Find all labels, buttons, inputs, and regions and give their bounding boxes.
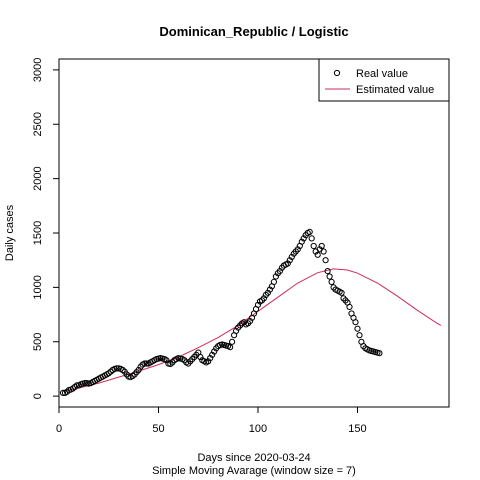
y-tick-label: 3000 [32, 58, 44, 82]
y-tick-label: 500 [32, 333, 44, 351]
data-point [310, 242, 317, 250]
data-point [270, 278, 277, 285]
data-point [338, 289, 345, 296]
legend-box [318, 58, 450, 102]
data-point [246, 318, 254, 325]
data-point [211, 348, 218, 355]
data-point [227, 344, 234, 351]
data-point [322, 257, 329, 264]
x-tick-label: 100 [249, 423, 267, 435]
x-tick-label: 0 [56, 423, 62, 435]
data-point [324, 268, 331, 275]
data-point [73, 382, 81, 389]
legend-label-real-value: Real value [356, 68, 408, 80]
data-point [113, 365, 120, 372]
x-axis-label: Days since 2020-03-24 [197, 452, 310, 464]
data-point [197, 353, 204, 361]
y-tick-label: 2000 [32, 166, 44, 190]
data-point [308, 235, 315, 242]
data-point [143, 360, 150, 367]
plot-area: 0 50 100 150 0 500 1000 1500 2000 2500 3000 [32, 58, 450, 435]
data-point [163, 357, 170, 364]
legend: Real value Estimated value [318, 58, 450, 102]
data-point [135, 366, 142, 374]
data-point [376, 350, 383, 357]
y-axis: 0 500 1000 1500 2000 2500 3000 [32, 58, 60, 399]
x-tick-label: 50 [152, 423, 164, 435]
real-value-points [59, 228, 383, 396]
y-tick-label: 1000 [32, 275, 44, 299]
data-point [306, 228, 313, 235]
data-point [254, 301, 262, 308]
y-tick-label: 1500 [32, 221, 44, 245]
data-point [205, 358, 212, 365]
data-point [300, 235, 307, 242]
y-tick-label: 0 [32, 393, 44, 399]
data-point [266, 286, 273, 293]
data-point [81, 380, 89, 387]
data-point [286, 257, 293, 264]
data-point [298, 238, 305, 245]
data-point [294, 246, 301, 253]
data-point [346, 303, 353, 310]
data-point [314, 251, 321, 258]
data-point [229, 338, 236, 345]
data-point [352, 319, 359, 326]
data-point [264, 289, 271, 296]
x-tick-label: 150 [348, 423, 366, 435]
data-point [328, 278, 335, 285]
data-point [326, 273, 333, 280]
data-point [233, 327, 240, 334]
data-point [207, 355, 214, 362]
data-point [272, 273, 279, 280]
data-point [288, 253, 295, 260]
data-point [356, 332, 363, 339]
data-point [141, 360, 148, 367]
x-axis-sublabel: Simple Moving Avarage (window size = 7) [152, 465, 356, 477]
data-point [276, 268, 283, 275]
x-axis: 0 50 100 150 [56, 406, 367, 435]
data-point [284, 260, 291, 267]
chart-title: Dominican_Republic / Logistic [159, 24, 348, 39]
data-point [59, 389, 67, 396]
data-point [354, 325, 361, 332]
legend-point-symbol [333, 69, 341, 77]
y-tick-label: 2500 [32, 112, 44, 136]
y-axis-label: Daily cases [4, 204, 16, 261]
data-point [318, 242, 325, 250]
legend-label-estimated-value: Estimated value [356, 84, 434, 96]
data-point [320, 248, 327, 255]
data-point [260, 295, 267, 302]
data-point [209, 351, 216, 358]
